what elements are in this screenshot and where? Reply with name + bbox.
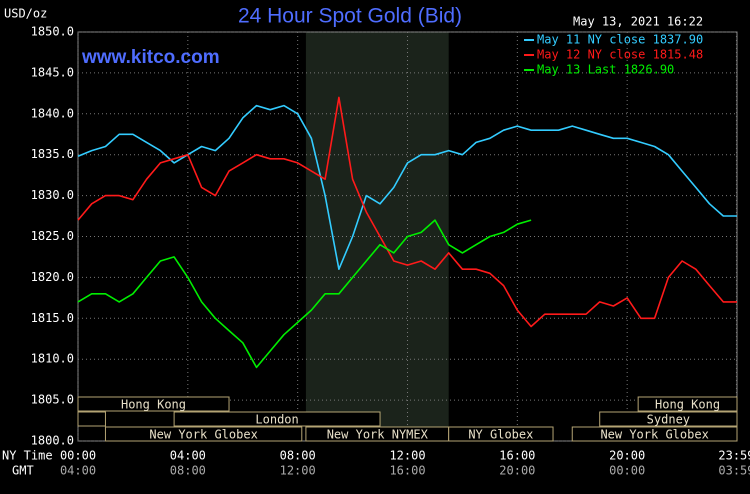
y-axis-label: USD/oz [4,7,47,21]
gmt-tick-label: 16:00 [389,464,425,478]
legend-label: May 13 Last 1826.90 [537,63,674,77]
session-shade [305,32,449,441]
chart-title: 24 Hour Spot Gold (Bid) [238,5,462,28]
x-tick-label: 16:00 [499,449,535,463]
x-tick-label: 20:00 [609,449,645,463]
session-bar [571,426,738,442]
x-tick-label: 04:00 [170,449,206,463]
session-bar [104,426,303,442]
y-tick-label: 1845.0 [31,65,74,79]
y-tick-label: 1840.0 [31,106,74,120]
y-tick-label: 1825.0 [31,229,74,243]
gmt-tick-label: 00:00 [609,464,645,478]
session-bar [637,396,738,412]
gmt-tick-label: 20:00 [499,464,535,478]
session-bar [599,411,738,427]
y-tick-label: 1850.0 [31,25,74,39]
y-tick-label: 1835.0 [31,147,74,161]
y-tick-label: 1800.0 [31,434,74,448]
session-bar [77,411,106,427]
y-tick-label: 1830.0 [31,188,74,202]
x-axis-label: GMT [12,464,34,478]
legend-label: May 11 NY close 1837.90 [537,33,703,47]
session-label: NY Globex [468,428,533,442]
gmt-tick-label: 08:00 [170,464,206,478]
session-label: Hong Kong [655,398,720,412]
timestamp: May 13, 2021 16:22 [573,15,703,29]
price-line [77,219,532,369]
x-tick-label: 08:00 [280,449,316,463]
session-label: Hong Kong [121,398,186,412]
session-bar [77,396,230,412]
session-bar [173,411,381,427]
session-label: London [255,413,298,427]
price-line [77,96,737,328]
legend-label: May 12 NY close 1815.48 [537,48,703,62]
y-tick-label: 1820.0 [31,270,74,284]
y-tick-label: 1815.0 [31,311,74,325]
session-label: New York Globex [149,428,257,442]
x-tick-label: 00:00 [60,449,96,463]
x-tick-label: 12:00 [389,449,425,463]
x-axis-label: NY Time [2,449,53,463]
session-label: New York Globex [600,428,708,442]
background-layer [77,31,738,442]
x-tick-label: 23:59 [718,449,750,463]
y-tick-label: 1805.0 [31,393,74,407]
session-bar [448,426,554,442]
y-tick-label: 1810.0 [31,352,74,366]
session-label: Sydney [647,413,690,427]
gmt-tick-label: 03:59 [718,464,750,478]
gmt-tick-label: 04:00 [60,464,96,478]
gmt-tick-label: 12:00 [280,464,316,478]
watermark: www.kitco.com [81,47,220,68]
session-label: New York NYMEX [327,428,429,442]
